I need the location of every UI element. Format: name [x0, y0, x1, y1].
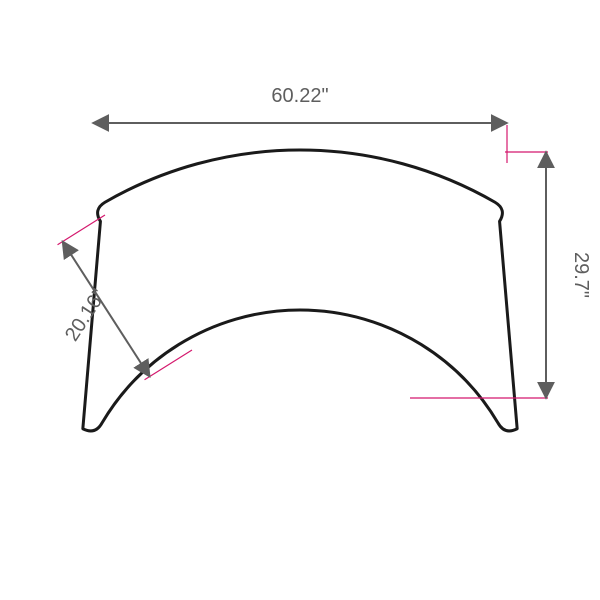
dimension-label-width: 60.22": [271, 85, 328, 107]
dimensioned-diagram: 60.22" 29.7" 20.16": [0, 0, 600, 600]
dimension-label-depth: 20.16": [61, 285, 111, 345]
product-outline: [83, 150, 517, 431]
dimension-label-height: 29.7": [570, 252, 592, 298]
